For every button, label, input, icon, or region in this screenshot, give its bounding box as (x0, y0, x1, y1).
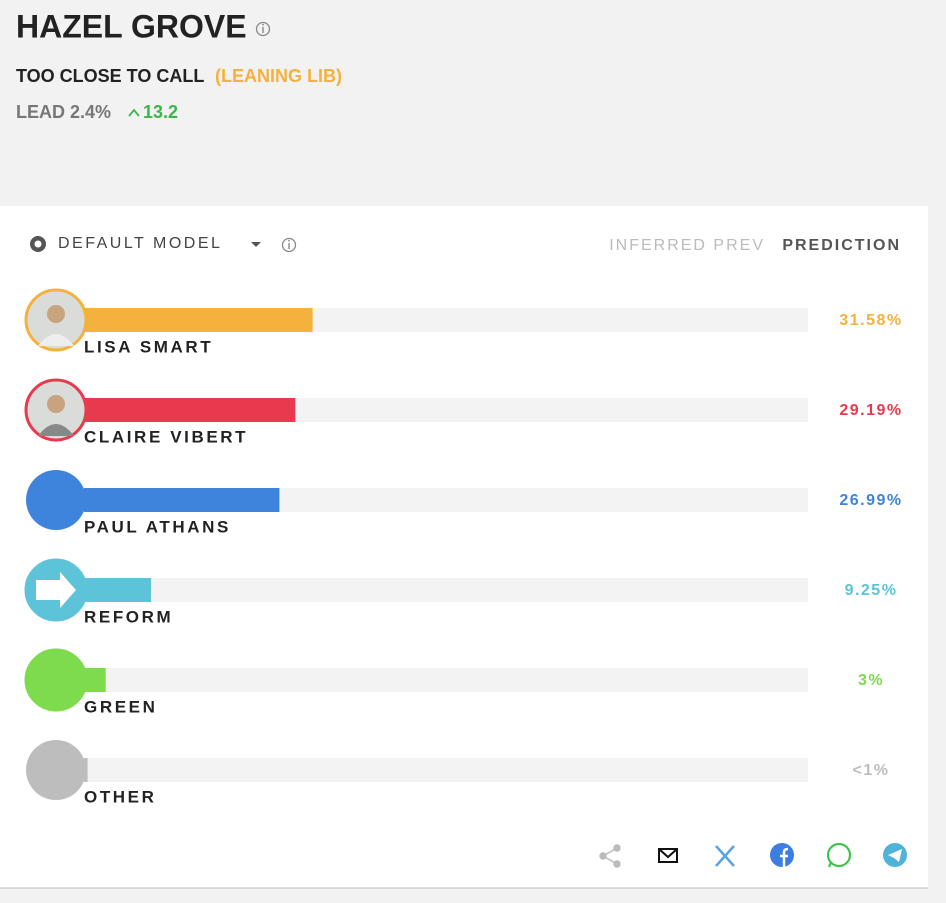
avatar (24, 648, 88, 712)
value-label: 3% (858, 672, 884, 689)
x-icon[interactable] (715, 845, 735, 867)
bar-track (84, 758, 808, 782)
change: 13.2 (143, 102, 178, 122)
avatar-head (47, 395, 65, 413)
bar-track (84, 578, 808, 602)
facebook-icon[interactable] (770, 843, 794, 868)
bar (84, 578, 151, 602)
value-label: 26.99% (839, 492, 902, 509)
share-icon[interactable] (599, 844, 621, 868)
leaning: (LEANING LIB) (215, 66, 342, 86)
bar (84, 668, 106, 692)
avatar-body (38, 334, 74, 346)
avatar-body (38, 424, 74, 436)
value-label: 31.58% (839, 312, 902, 329)
candidate-name: PAUL ATHANS (84, 517, 231, 536)
tab[interactable]: INFERRED PREV (609, 237, 765, 254)
avatar-head (47, 305, 65, 323)
bar (84, 308, 313, 332)
model-select[interactable]: DEFAULT MODEL (58, 235, 222, 252)
candidate-name: GREEN (84, 697, 157, 716)
up-arrow (128, 108, 140, 117)
candidate-name: OTHER (84, 787, 157, 806)
tab-active[interactable]: PREDICTION (782, 237, 901, 254)
status: TOO CLOSE TO CALL (16, 66, 204, 86)
value-label: <1% (853, 762, 890, 779)
info-icon[interactable] (255, 21, 271, 37)
candidate-name: REFORM (84, 607, 173, 626)
value-label: 9.25% (845, 582, 898, 599)
candidate-name: LISA SMART (84, 337, 213, 356)
bar (84, 398, 296, 422)
share-bar (599, 842, 907, 868)
logo-arrow (36, 572, 76, 608)
value-label: 29.19% (839, 402, 902, 419)
bar (84, 488, 280, 512)
telegram-icon[interactable] (883, 843, 907, 867)
model-info-icon[interactable] (281, 237, 297, 253)
whatsapp-icon[interactable] (826, 842, 852, 868)
title: HAZEL GROVE (16, 8, 247, 44)
email-icon[interactable] (658, 848, 678, 863)
candidate-name: CLAIRE VIBERT (84, 427, 248, 446)
lead: LEAD 2.4% (16, 102, 111, 122)
bar-track (84, 668, 808, 692)
avatar (26, 470, 86, 530)
avatar (26, 740, 86, 800)
model-radio[interactable] (30, 236, 46, 252)
dropdown-caret[interactable] (251, 242, 261, 247)
